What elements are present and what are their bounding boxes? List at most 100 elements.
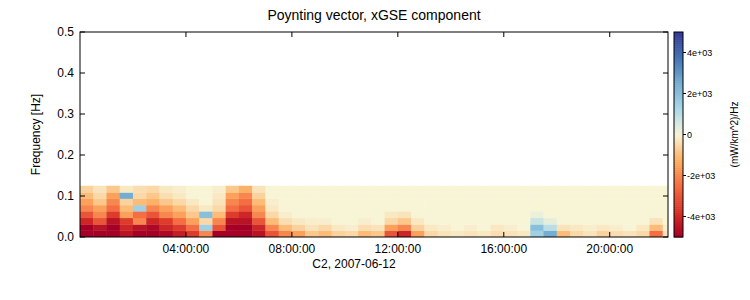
cell [292, 224, 306, 231]
cell [265, 198, 279, 205]
cell [385, 205, 399, 212]
cell [385, 192, 399, 199]
cell [464, 224, 478, 231]
cell [464, 198, 478, 205]
cell [265, 186, 279, 193]
cell [120, 192, 134, 199]
cell [358, 186, 372, 193]
cell [517, 186, 531, 193]
cell [583, 224, 597, 231]
cell [80, 211, 94, 218]
cell [530, 230, 544, 237]
cell [596, 205, 610, 212]
cell [504, 230, 518, 237]
cell [623, 211, 637, 218]
cell [173, 192, 187, 199]
cell [106, 224, 120, 231]
cell [464, 205, 478, 212]
cell [199, 192, 213, 199]
cell [265, 224, 279, 231]
cell [226, 224, 240, 231]
x-tick [185, 232, 186, 237]
cell [491, 192, 505, 199]
y-label: Frequency [Hz] [29, 94, 43, 175]
y-tick [80, 73, 85, 74]
cell [570, 192, 584, 199]
cell [610, 192, 624, 199]
colorbar-tick-label: -2e+03 [687, 171, 715, 181]
cell [570, 218, 584, 225]
cell [279, 186, 293, 193]
cell [159, 186, 173, 193]
cell [385, 211, 399, 218]
cell [411, 218, 425, 225]
cell [477, 198, 491, 205]
cell [318, 218, 332, 225]
cell [649, 230, 663, 237]
cell [318, 230, 332, 237]
cell [663, 218, 668, 225]
cell [146, 205, 160, 212]
colorbar-tick-label: 4e+03 [687, 48, 712, 58]
cell [120, 218, 134, 225]
cell [186, 205, 200, 212]
cell [557, 224, 571, 231]
cell [623, 186, 637, 193]
cell [649, 186, 663, 193]
cell [517, 192, 531, 199]
cell [411, 192, 425, 199]
cell [173, 186, 187, 193]
colorbar-tick-label: -4e+03 [687, 212, 715, 222]
cell [106, 192, 120, 199]
cell [120, 186, 134, 193]
cell [636, 211, 650, 218]
cell [371, 230, 385, 237]
cell [596, 224, 610, 231]
cell [252, 192, 266, 199]
cell [557, 198, 571, 205]
cell [239, 218, 253, 225]
y-tick [80, 32, 85, 33]
cell [226, 218, 240, 225]
cell [332, 218, 346, 225]
cell [544, 218, 558, 225]
y-tick [80, 196, 85, 197]
cell [265, 211, 279, 218]
cell [385, 230, 399, 237]
cell [544, 192, 558, 199]
cell [596, 198, 610, 205]
cell [146, 192, 160, 199]
cell [332, 192, 346, 199]
y-tick [663, 32, 668, 33]
cell [226, 211, 240, 218]
cell [279, 224, 293, 231]
cell [292, 218, 306, 225]
cell [610, 211, 624, 218]
cell [239, 192, 253, 199]
cell [557, 192, 571, 199]
cell [133, 218, 147, 225]
cell [438, 186, 452, 193]
cell [491, 230, 505, 237]
cell [636, 224, 650, 231]
cell [120, 198, 134, 205]
cell [570, 224, 584, 231]
cell [649, 192, 663, 199]
cell [583, 192, 597, 199]
cell [93, 230, 107, 237]
cell [305, 230, 319, 237]
cell [371, 192, 385, 199]
cell [93, 186, 107, 193]
cell [570, 186, 584, 193]
cell [186, 211, 200, 218]
cell [371, 224, 385, 231]
cell [173, 198, 187, 205]
x-tick [185, 32, 186, 37]
cell [451, 198, 465, 205]
cell [212, 211, 226, 218]
cell [159, 224, 173, 231]
cell [557, 186, 571, 193]
cell [596, 211, 610, 218]
cell [530, 186, 544, 193]
cell [491, 186, 505, 193]
